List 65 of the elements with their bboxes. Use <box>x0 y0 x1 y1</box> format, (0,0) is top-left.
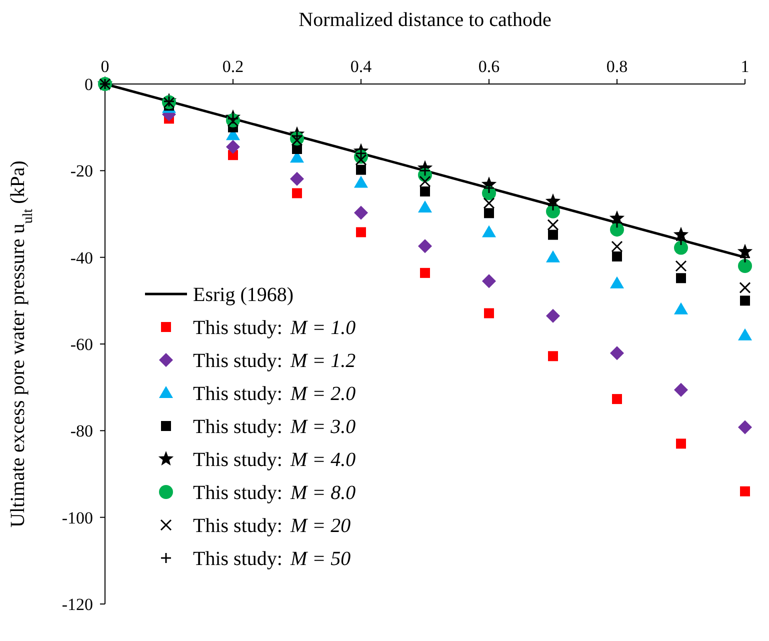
point <box>674 240 688 255</box>
point <box>546 250 560 262</box>
point <box>420 186 430 196</box>
legend-label: This study: M = 20 <box>193 515 351 537</box>
point <box>610 276 624 288</box>
legend-label: This study: M = 2.0 <box>193 383 356 405</box>
point <box>676 273 686 284</box>
y-tick-label: -40 <box>70 248 93 268</box>
point <box>482 274 496 288</box>
legend-label: This study: M = 1.0 <box>193 317 356 339</box>
point <box>227 112 239 124</box>
point <box>739 282 751 294</box>
x-tick-label: 0.4 <box>350 57 372 76</box>
point <box>738 420 752 434</box>
x-tick-label: 0 <box>100 57 110 76</box>
point <box>548 230 558 240</box>
point <box>674 382 688 397</box>
point <box>546 308 560 323</box>
point <box>356 164 366 175</box>
x-tick-label: 1 <box>740 57 750 76</box>
legend-label: This study: M = 50 <box>193 548 351 570</box>
y-tick-label: -80 <box>70 422 93 441</box>
x-tick-label: 0.2 <box>222 57 244 76</box>
point <box>740 296 750 306</box>
point <box>675 260 687 272</box>
point <box>292 188 302 198</box>
point <box>611 240 623 252</box>
point <box>290 172 304 186</box>
x-tick-label: 0.6 <box>478 57 500 76</box>
point <box>612 251 622 262</box>
y-tick-label: -120 <box>62 595 93 614</box>
point <box>484 308 494 318</box>
y-tick-label: -60 <box>70 335 93 354</box>
point <box>418 239 432 254</box>
legend-label: This study: M = 4.0 <box>193 449 356 471</box>
point <box>227 116 239 128</box>
point <box>548 351 558 362</box>
legend-label: Esrig (1968) <box>193 284 294 306</box>
point <box>547 219 559 231</box>
x-axis-title: Normalized distance to cathode <box>298 9 552 31</box>
point <box>483 197 495 209</box>
y-tick-label: -20 <box>70 162 93 181</box>
point <box>418 200 432 212</box>
legend-label: This study: M = 8.0 <box>193 482 356 504</box>
x-tick-label: 0.8 <box>606 57 628 76</box>
legend-label: This study: M = 1.2 <box>193 350 356 372</box>
point <box>420 268 430 278</box>
legend-label: This study: M = 3.0 <box>193 416 356 438</box>
point <box>676 438 686 449</box>
point <box>740 486 750 496</box>
point <box>738 328 752 340</box>
point <box>226 140 240 154</box>
point <box>612 394 622 404</box>
y-tick-label: -100 <box>62 508 93 528</box>
point <box>674 302 688 314</box>
point <box>356 227 366 238</box>
point <box>610 222 624 237</box>
point <box>354 206 368 220</box>
point <box>354 176 368 188</box>
point <box>484 208 494 218</box>
point <box>610 346 624 360</box>
point <box>738 259 752 273</box>
y-tick-label: 0 <box>84 75 93 94</box>
point <box>419 176 431 188</box>
point <box>482 225 496 238</box>
